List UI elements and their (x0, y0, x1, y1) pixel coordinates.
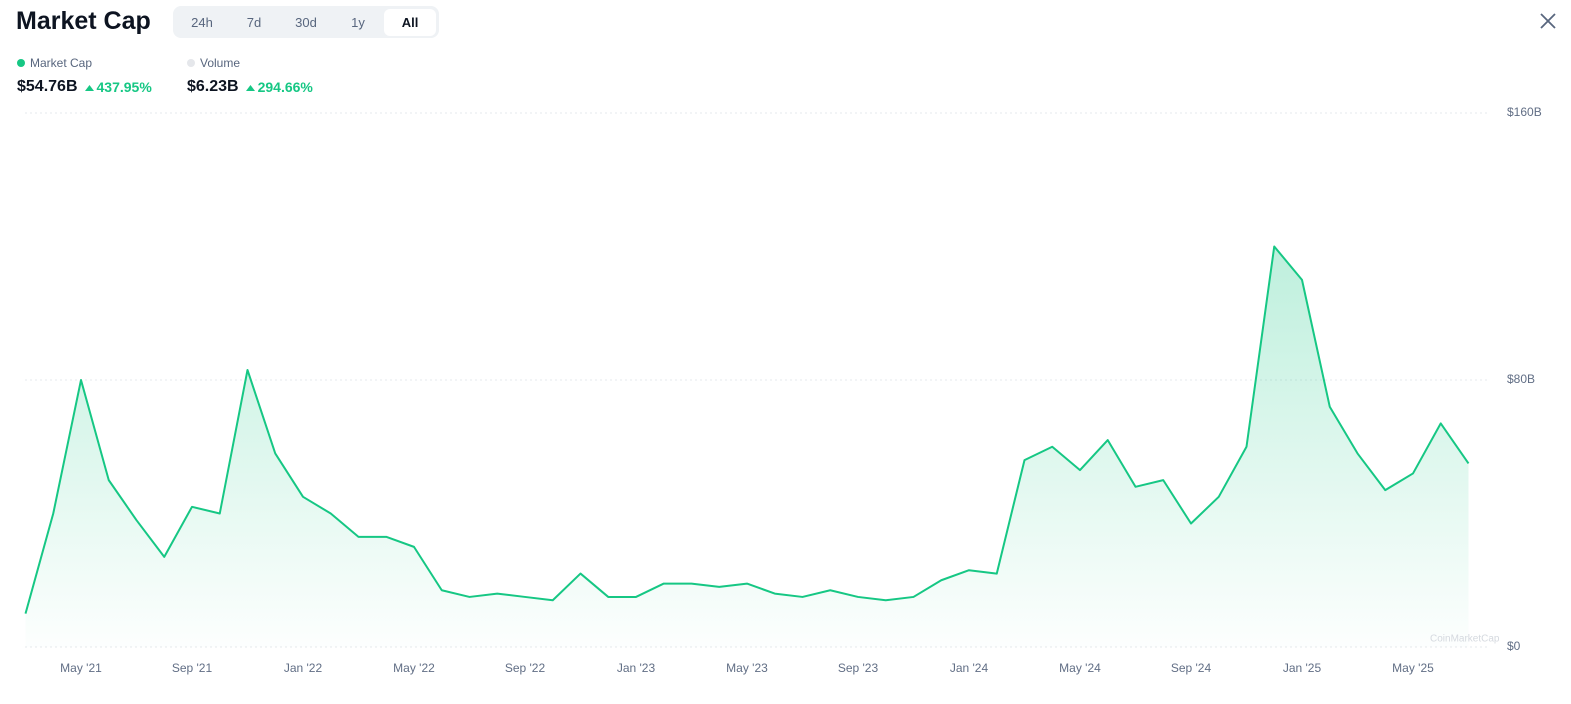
up-arrow (84, 84, 94, 91)
x-tick-label: May '22 (393, 661, 435, 675)
up-arrow (245, 84, 255, 91)
stat-value: $6.23B (187, 78, 239, 95)
legend-dot (187, 59, 195, 67)
close-button[interactable] (1539, 12, 1557, 30)
area-fill (25, 246, 1469, 647)
stat-row: $6.23B 294.66% (187, 78, 313, 96)
legend-item: Volume (187, 56, 313, 70)
x-tick-label: Jan '25 (1283, 661, 1322, 675)
stat-change: 294.66% (245, 79, 313, 95)
tab[interactable]: All (384, 8, 436, 36)
legend-label: Market Cap (30, 56, 93, 70)
x-tick-label: May '21 (60, 661, 102, 675)
change-text: 294.66% (257, 79, 313, 95)
x-tick-label: Sep '21 (172, 661, 213, 675)
x-tick-label: May '24 (1059, 661, 1101, 675)
x-tick-label: Jan '22 (284, 661, 323, 675)
stat: Market Cap $54.76B 437.95% (17, 56, 152, 96)
y-tick-label: $0 (1507, 639, 1521, 653)
x-tick-label: Sep '22 (505, 661, 546, 675)
stat-change: 437.95% (84, 79, 152, 95)
y-tick-label: $80B (1507, 372, 1535, 386)
tab[interactable]: 7d (246, 14, 262, 30)
change-text: 437.95% (96, 79, 152, 95)
tab[interactable]: 1y (351, 14, 365, 30)
stat: Volume $6.23B 294.66% (187, 56, 313, 96)
x-tick-label: Jan '24 (950, 661, 989, 675)
title: Market Cap (16, 7, 151, 35)
watermark: CoinMarketCap (1430, 634, 1500, 645)
x-tick-label: Jan '23 (617, 661, 656, 675)
stat-value: $54.76B (17, 78, 78, 95)
x-tick-label: May '25 (1392, 661, 1434, 675)
x-tick-label: May '23 (726, 661, 768, 675)
y-tick-label: $160B (1507, 105, 1542, 119)
tab[interactable]: 30d (295, 14, 317, 30)
x-tick-label: Sep '24 (1171, 661, 1212, 675)
legend-label: Volume (200, 56, 241, 70)
legend-item: Market Cap (17, 56, 152, 70)
line (24, 245, 1470, 614)
tab[interactable]: 24h (191, 14, 213, 30)
tab-bar: 24h 7d 30d 1y All (173, 6, 439, 38)
legend-dot (17, 59, 25, 67)
x-tick-label: Sep '23 (838, 661, 879, 675)
stat-row: $54.76B 437.95% (17, 78, 152, 96)
